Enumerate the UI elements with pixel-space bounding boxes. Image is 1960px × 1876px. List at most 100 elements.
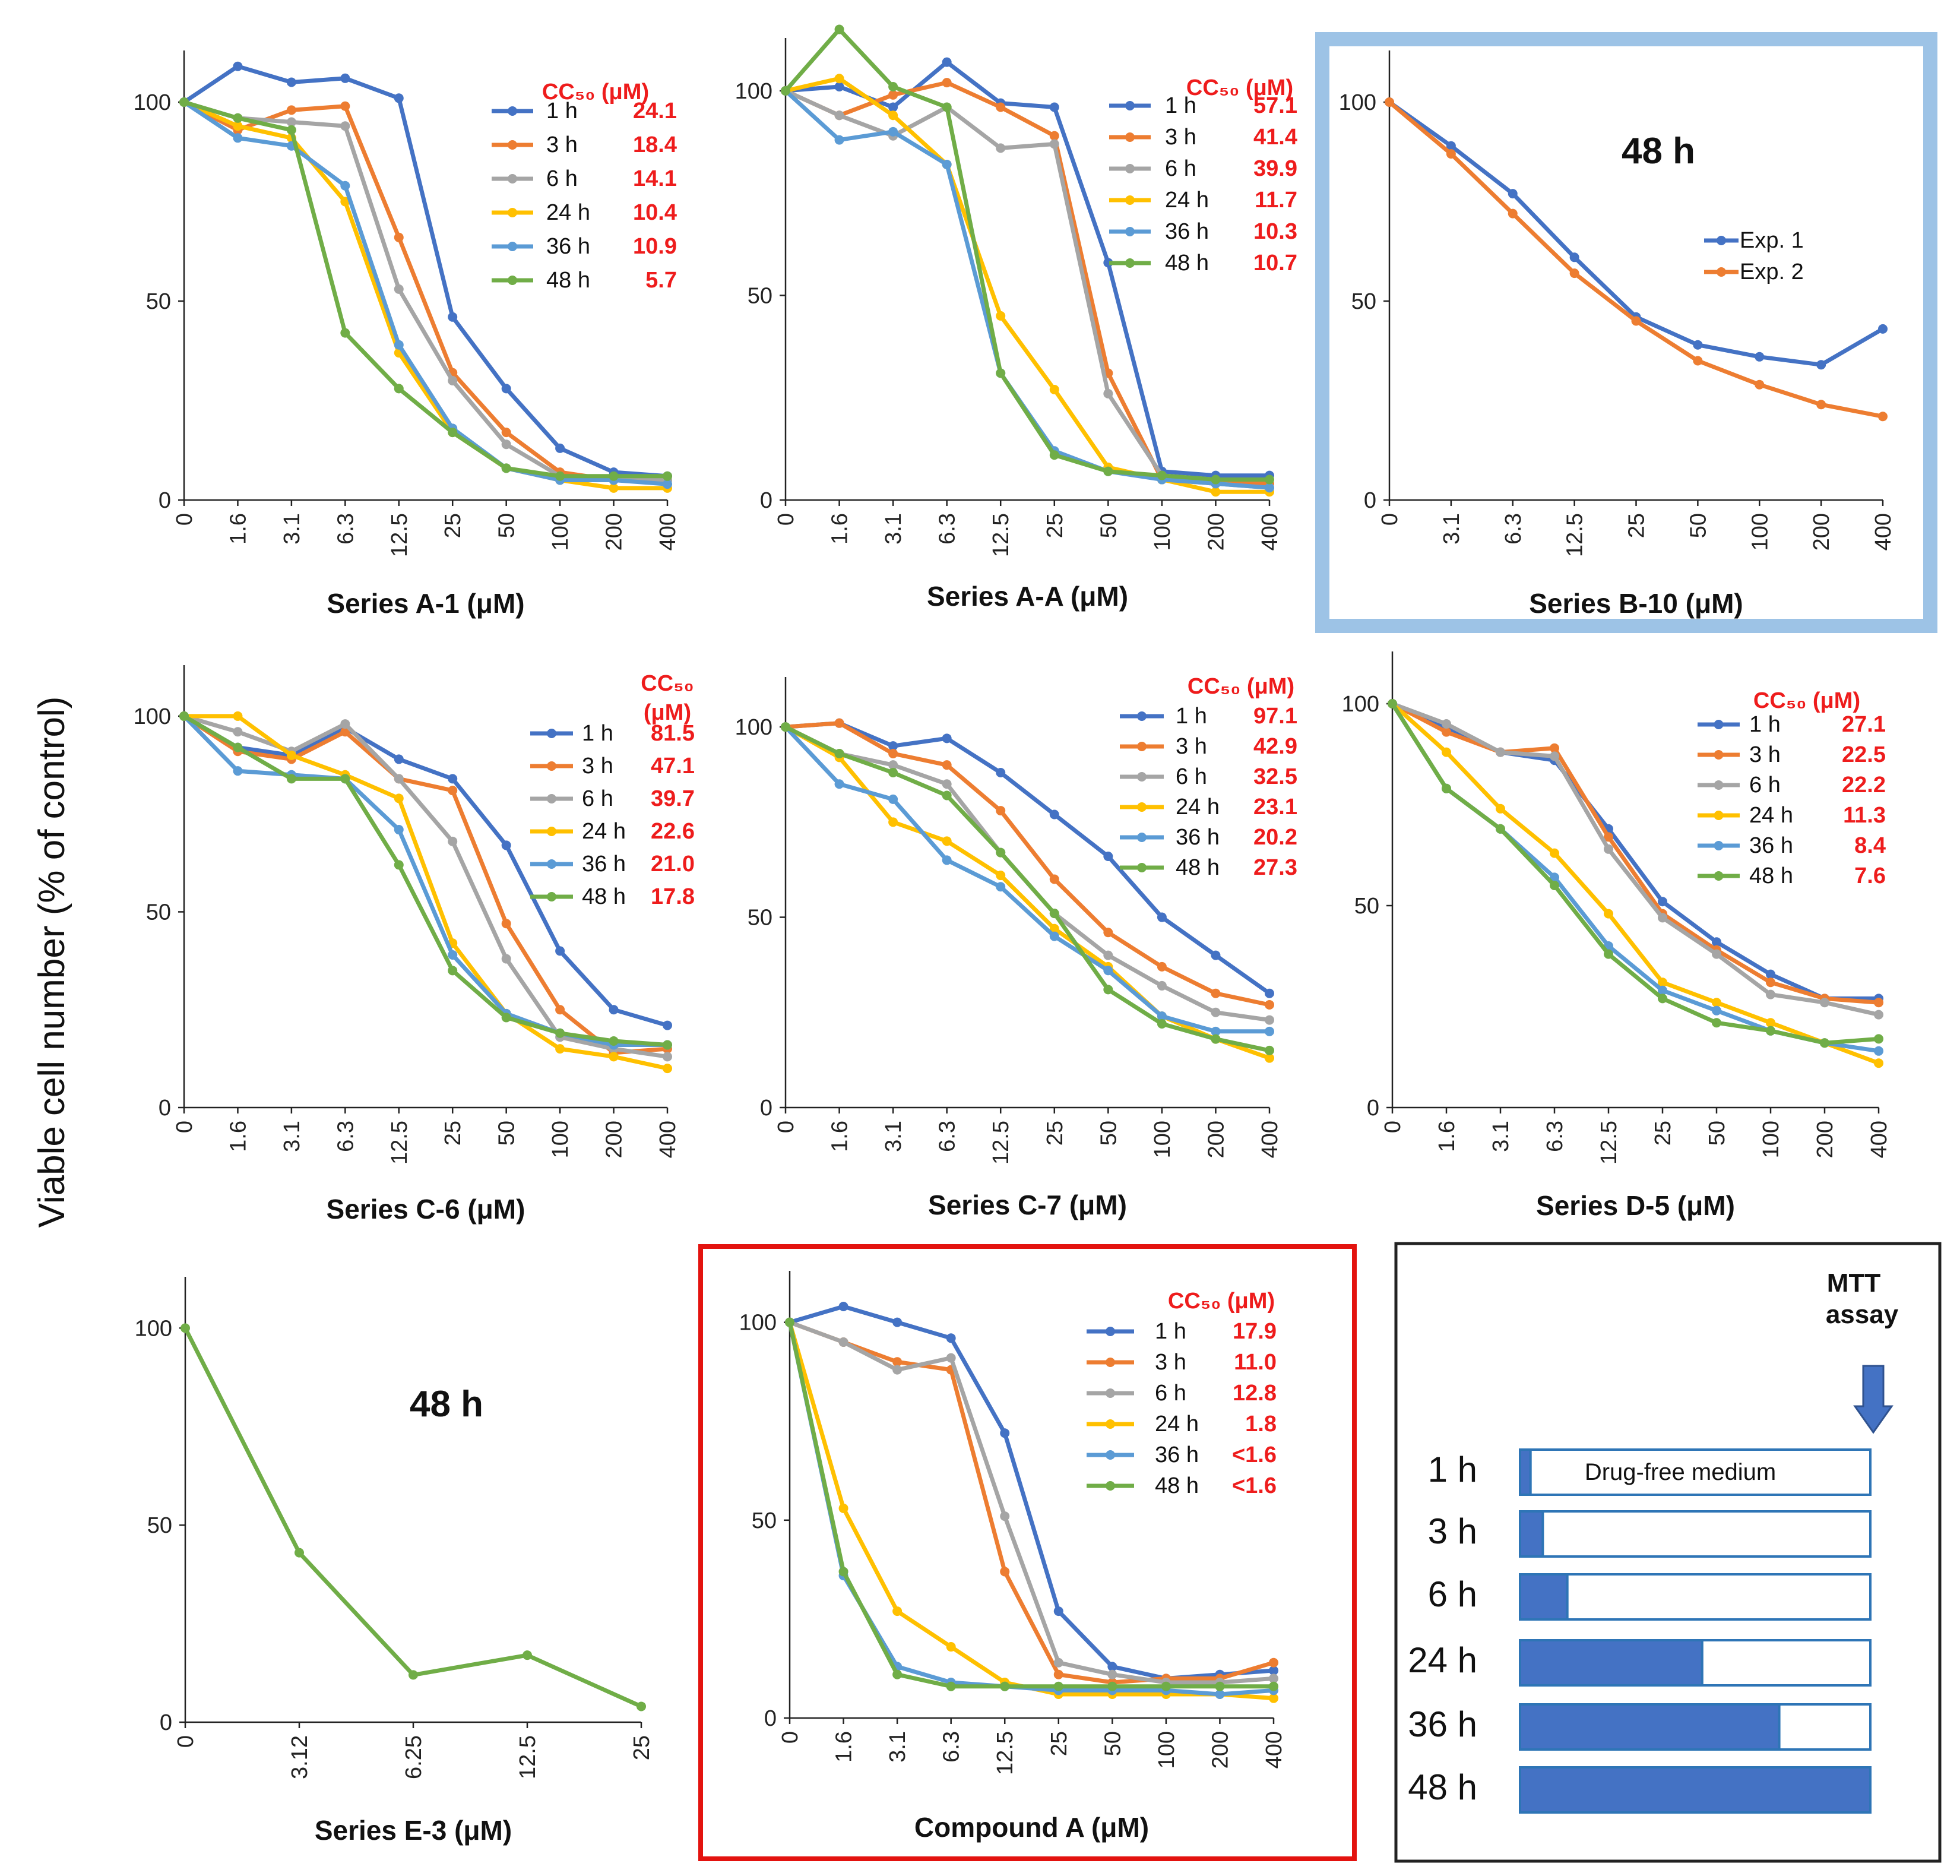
y-tick-label: 50 [147,1513,172,1538]
series-48-h-point [1157,1019,1167,1029]
series-24-h-point [609,1052,619,1062]
x-tick-label: 400 [1258,513,1283,551]
x-tick-label: 1.6 [226,513,251,545]
legend-6-h-cc50-value: 39.9 [1253,156,1297,181]
x-tick-label: 0 [173,1735,198,1748]
series-3-h-point [888,90,898,100]
series-1-h-point [1000,1428,1010,1438]
series-6-h-point [448,836,458,846]
legend: CC₅₀ (μM) 1 h 81.5 3 h 47.1 6 h 39.7 24 h 22.6 36 … [530,671,695,909]
x-tick-label: 12.5 [1563,513,1588,557]
series-1-h-point [286,77,296,87]
x-tick-label: 400 [1867,1121,1892,1158]
x-tick-label: 200 [602,513,627,551]
series-24-h-point [942,836,952,846]
series-36-h-point [340,181,350,191]
legend-6-h-cc50-value: 22.2 [1842,773,1886,798]
series-exp-1-point [1878,324,1888,334]
schedule-time-label: 48 h [1408,1767,1477,1807]
legend: CC₅₀ (μM) 1 h 17.9 3 h 11.0 6 h 12.8 24 h 1.8 36 … [1087,1289,1277,1498]
x-tick-label: 25 [1043,513,1068,538]
chart-panel-b10: 0 50 100 0 3.1 6.3 12.5 25 50 100 200 400 Series B-1… [1339,50,1896,619]
legend-1-h-label: 1 h [546,99,578,124]
x-tick-label: 100 [548,1121,573,1158]
series-48-h-point [181,1323,190,1333]
x-tick-label: 1.6 [832,1731,857,1763]
series-6-h-point [663,1052,672,1062]
legend-24-h-marker [547,827,556,836]
series-36-h-point [1265,1026,1274,1036]
series-3-h-point [942,760,952,770]
legend-48-h-marker [1714,871,1724,881]
series-48-h-point [946,1681,956,1691]
y-tick-label: 0 [160,1710,172,1735]
series-36-h-point [394,340,404,350]
series-36-h-point [663,479,672,489]
y-tick-label: 0 [760,488,772,513]
series-48-h-point [996,368,1006,378]
legend-1-h-marker [1714,720,1724,729]
series-6-h-point [1103,388,1113,398]
series-24-h-point [996,311,1006,321]
series-36-h-point [996,882,1006,892]
legend-exp-2-label: Exp. 2 [1740,260,1804,284]
series-48-h-point [286,125,296,135]
series-1-h-point [448,312,458,322]
series-48-h-point [1269,1681,1278,1691]
x-tick-label: 200 [1204,513,1228,551]
annotation-label: 48 h [410,1384,483,1425]
legend-36-h-marker [1137,833,1147,842]
series-3-h-point [1053,1669,1063,1679]
legend-1-h-label: 1 h [582,721,613,746]
series-24-h-point [834,74,844,84]
y-tick-label: 0 [764,1706,777,1731]
legend-48-h-label: 48 h [1165,251,1209,276]
series-48-h-line [783,27,1272,482]
series-48-h-point [233,742,243,752]
series-48-h-point [1265,1045,1274,1055]
series-24-h-line [182,100,670,491]
legend-3-h-label: 3 h [1749,742,1781,767]
x-axis-label: Series C-7 (μM) [928,1189,1127,1220]
y-tick-label: 50 [748,283,772,308]
series-6-h-point [448,376,458,385]
series-1-h-point [340,73,350,83]
series-3-h-point [286,105,296,115]
series-3-h-point [888,748,898,758]
schedule-bar-drug-fill [1519,1703,1781,1751]
series-48-h-point [1604,949,1613,959]
series-1-h-point [888,102,898,112]
x-tick-label: 50 [495,513,520,538]
series-3-h-point [1000,1567,1010,1577]
x-tick-label: 12.5 [387,513,412,557]
series-48-h-point [501,463,511,473]
series-3-h-point [448,786,458,796]
legend-24-h-label: 24 h [582,819,626,844]
legend-1-h-label: 1 h [1749,712,1781,737]
x-tick-label: 100 [1150,513,1175,551]
series-48-h-point [394,860,404,870]
x-tick-label: 200 [1208,1731,1233,1769]
series-1-h-point [838,1301,848,1311]
legend-6-h-cc50-value: 39.7 [651,786,695,811]
x-tick-label: 400 [656,1121,680,1158]
series-6-h-point [1442,719,1451,729]
series-6-h-point [1269,1673,1278,1684]
series-48-h-point [1157,470,1167,480]
series-6-h-point [1211,1007,1221,1017]
x-tick-label: 12.5 [989,1121,1014,1165]
highlight-frame-compound-a [698,1244,1357,1861]
legend-exp-2-marker [1717,267,1726,277]
legend-1-h-label: 1 h [1176,704,1207,729]
series-36-h-point [1157,1011,1167,1021]
y-tick-label: 0 [760,1096,772,1121]
legend: CC₅₀ (μM)1 h 27.1 3 h 22.5 6 h 22.2 24 h 11.3 36… [1698,688,1886,888]
series-3-h-point [1604,832,1613,842]
legend: CC₅₀ (μM) 1 h 97.1 3 h 42.9 6 h 32.5 24 h 23.1 36… [1120,674,1297,880]
legend-1-h-marker [508,106,517,116]
x-tick-label: 3.1 [885,1731,910,1763]
x-tick-label: 0 [172,1121,197,1133]
legend-1-h-cc50-value: 81.5 [651,721,695,746]
x-tick-label: 25 [1651,1121,1676,1146]
legend-exp-1-marker [1717,236,1726,245]
